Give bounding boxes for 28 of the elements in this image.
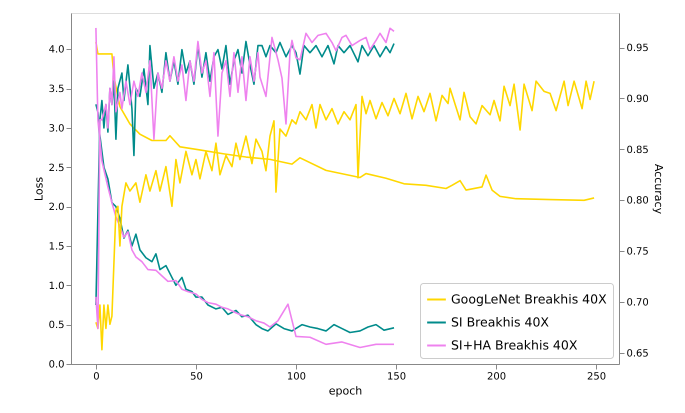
y2-tick-label: 0.95 (626, 43, 649, 54)
y-tick-label: 0.5 (48, 320, 64, 332)
y-tick-label: 1.0 (48, 280, 64, 292)
y2-tick-label: 0.75 (626, 246, 649, 258)
x-tick-label: 150 (386, 372, 406, 382)
y-tick-label: 4.0 (48, 44, 64, 56)
y2-tick-label: 0.85 (626, 144, 649, 156)
x-axis-title: epoch (328, 384, 362, 398)
y-tick-label: 2.0 (48, 202, 64, 214)
y2-tick-label: 0.65 (626, 348, 649, 360)
x-tick-label: 100 (286, 372, 306, 382)
x-tick-label: 0 (93, 372, 100, 382)
y-axis-title: Loss (32, 176, 46, 202)
y-tick-label: 3.0 (48, 123, 64, 134)
y-tick-label: 3.5 (48, 84, 64, 96)
x-tick-label: 250 (587, 372, 606, 382)
legend-label: GoogLeNet Breakhis 40X (451, 292, 608, 306)
y-tick-label: 0.0 (48, 360, 64, 370)
x-tick-label: 200 (487, 372, 506, 382)
y2-axis-title: Accuracy (652, 164, 665, 215)
y2-tick-label: 0.70 (626, 297, 649, 308)
y2-tick-label: 0.90 (626, 94, 649, 105)
y-tick-label: 1.5 (48, 241, 64, 252)
y-tick-label: 2.5 (48, 162, 64, 174)
y2-tick-label: 0.80 (626, 196, 649, 207)
legend-label: SI+HA Breakhis 40X (451, 338, 578, 352)
legend-label: SI Breakhis 40X (451, 314, 550, 330)
x-tick-label: 50 (190, 372, 203, 382)
